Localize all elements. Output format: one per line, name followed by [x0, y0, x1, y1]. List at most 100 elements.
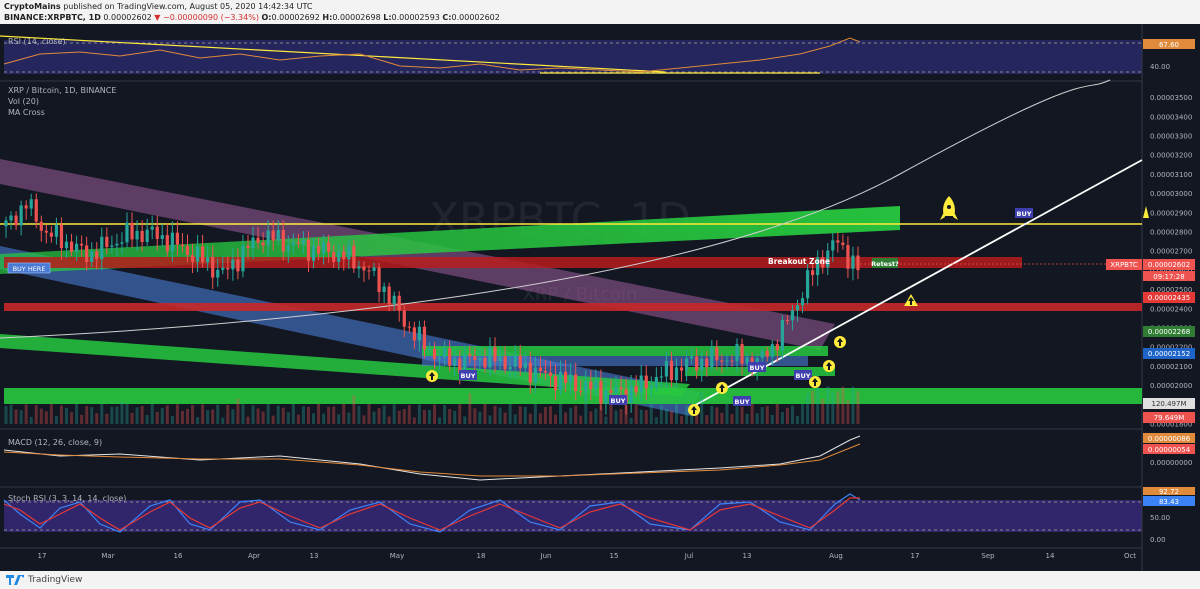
candle-body [311, 246, 316, 261]
volume-bar [201, 404, 205, 424]
volume-bar [644, 410, 648, 424]
candle-body [95, 251, 99, 260]
candle-body [4, 220, 8, 227]
candle-body [301, 239, 306, 244]
volume-bar [427, 409, 431, 424]
arrow-up-icon [716, 382, 728, 394]
buy-here-tag: BUY HERE [7, 262, 51, 274]
volume-bar [312, 413, 316, 424]
candle-body [811, 270, 815, 276]
volume-bar [64, 407, 68, 424]
price-tick-label: 0.00002700 [1150, 248, 1192, 256]
candle-body [780, 319, 784, 351]
candle-body [367, 270, 371, 272]
candle-body [493, 347, 497, 362]
stoch-band [4, 500, 1142, 532]
author-name[interactable]: CryptoMains [4, 2, 61, 11]
candle-body [180, 244, 185, 246]
volume-label-2: 79.649M [1143, 412, 1195, 423]
volume-bar [453, 410, 457, 424]
volume-bar [654, 417, 658, 424]
volume-bar [609, 404, 613, 424]
volume-bar [750, 404, 754, 424]
stoch-k-line [3, 493, 861, 533]
volume-bar [543, 407, 547, 424]
candle-body [44, 230, 48, 233]
candle-body [563, 371, 568, 383]
time-tick-label: Jul [684, 552, 694, 560]
parabolic-curve [0, 79, 1111, 339]
svg-text:BUY: BUY [461, 372, 476, 380]
candle-body [558, 371, 563, 391]
volume-bar [856, 391, 860, 424]
time-tick-label: 13 [743, 552, 752, 560]
candle-body [211, 257, 215, 278]
candle-body [619, 387, 623, 390]
candle-body [130, 222, 134, 240]
stoch-pane-label: Stoch RSI (3, 3, 14, 14, close) [8, 494, 127, 503]
time-axis[interactable]: 17 Mar 16 Apr 13 May 18 Jun 15 Jul 13 Aug 17 Sep 14 Oct [38, 552, 1137, 560]
time-tick-label: 14 [1046, 552, 1055, 560]
candle-body [826, 250, 830, 268]
time-tick-label: 13 [310, 552, 319, 560]
candles-layer [4, 193, 860, 415]
candle-body [402, 310, 406, 327]
candle-body [543, 370, 548, 373]
candle-body [115, 243, 119, 246]
candle-body [296, 242, 301, 244]
time-tick-label: 18 [477, 552, 486, 560]
candle-body [165, 235, 169, 252]
arrow-up-icon [809, 376, 821, 388]
volume-bar [669, 410, 673, 424]
svg-text:92.72: 92.72 [1159, 488, 1179, 496]
time-tick-label: Oct [1124, 552, 1136, 560]
volume-bar [629, 417, 633, 424]
candle-body [271, 230, 275, 241]
candle-body [548, 372, 553, 376]
candle-body [59, 224, 64, 249]
tradingview-logo-icon[interactable] [6, 575, 24, 585]
candle-body [443, 348, 447, 358]
volume-bar [508, 404, 512, 424]
last-price: 0.00002602 [103, 13, 152, 22]
volume-bar [291, 404, 295, 424]
candle-body [740, 344, 744, 364]
volume-bar [29, 416, 33, 424]
candle-body [569, 374, 573, 383]
candle-body [679, 367, 684, 371]
volume-layer [4, 375, 860, 424]
volume-bar [730, 414, 734, 424]
volume-bar [498, 407, 502, 424]
buy-badge: BUY [733, 396, 751, 406]
candle-body [553, 375, 558, 391]
candle-body [150, 226, 154, 230]
volume-bar [715, 407, 719, 424]
candle-body [664, 360, 669, 377]
candle-body [800, 298, 805, 306]
price-change: ▼ −0.00000090 (−3.34%) [154, 13, 259, 22]
volume-bar [196, 417, 200, 424]
svg-text:79.649M: 79.649M [1154, 414, 1185, 422]
candle-body [397, 295, 401, 311]
candle-body [24, 205, 28, 209]
candle-body [140, 230, 144, 243]
chart-header: CryptoMains published on TradingView.com… [0, 0, 1200, 24]
arrow-up-icon [426, 370, 438, 382]
chart-canvas[interactable]: XRPBTC, 1D XRP / Bitcoin BUY HERE Breako… [0, 24, 1200, 571]
volume-bar [90, 407, 94, 424]
candle-body [322, 242, 326, 254]
volume-bar [337, 414, 341, 424]
candle-body [332, 252, 336, 262]
tradingview-brand[interactable]: TradingView [28, 575, 83, 585]
volume-bar [801, 404, 805, 424]
volume-bar [604, 416, 608, 424]
volume-bar [589, 411, 593, 424]
volume-bar [790, 405, 794, 424]
volume-bar [39, 408, 43, 424]
candle-body [155, 226, 159, 239]
buy-badge: BUY [1015, 208, 1033, 218]
volume-bar [851, 386, 855, 424]
volume-bar [811, 390, 815, 424]
volume-bar [135, 407, 139, 424]
time-tick-label: 16 [174, 552, 183, 560]
